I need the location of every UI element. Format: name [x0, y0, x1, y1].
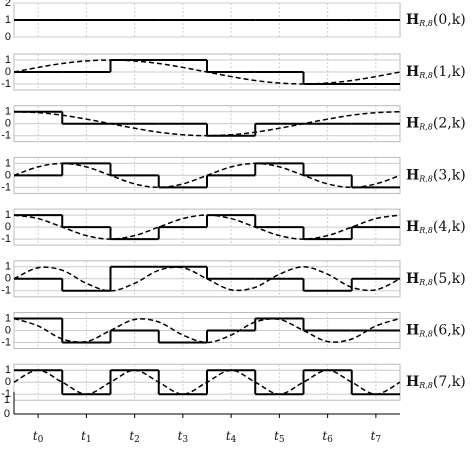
curve [13, 266, 401, 292]
y-tick-label: 1 [5, 364, 11, 376]
y-tick-label: 0 [5, 66, 11, 78]
x-tick-label: t1 [81, 429, 92, 445]
panel-label: HR,8(4,k) [406, 219, 466, 235]
y-tick-label: 1 [5, 157, 11, 169]
curve [13, 317, 401, 344]
panel-label: HR,8(1,k) [406, 64, 466, 80]
y-tick-label: 0 [5, 273, 11, 285]
y-tick-label: 0 [5, 376, 11, 388]
y-tick-label: 1 [5, 14, 11, 26]
y-tick-label: 1 [5, 54, 11, 66]
y-tick-label: -1 [1, 388, 11, 400]
x-tick-label: t5 [274, 429, 285, 445]
panel-label: HR,8(3,k) [406, 167, 466, 183]
curve [13, 369, 401, 395]
panel-label: HR,8(2,k) [406, 116, 466, 132]
x-tick-label: t0 [33, 429, 44, 445]
y-tick-label: -1 [1, 78, 11, 90]
y-tick-label: 1 [5, 209, 11, 221]
panel-label: HR,8(6,k) [406, 323, 466, 339]
curve [13, 162, 401, 189]
y-tick-label: -1 [1, 336, 11, 348]
y-tick-label: 0 [5, 221, 11, 233]
y-tick-label: 0 [5, 169, 11, 181]
panel-label: HR,8(7,k) [406, 374, 466, 390]
curve [13, 59, 401, 85]
y-tick-label: 1 [5, 106, 11, 118]
panel-label: HR,8(0,k) [406, 12, 466, 28]
y-tick-label: 1 [5, 312, 11, 324]
x-tick-label: t3 [178, 429, 189, 445]
y-tick-label: 2 [5, 0, 11, 9]
x-tick-label: t2 [129, 429, 140, 445]
x-tick-label: t6 [322, 429, 333, 445]
curve [13, 110, 401, 137]
y-tick-label: 1 [5, 261, 11, 273]
y-tick-label: -1 [1, 233, 11, 245]
y-tick-label: -1 [1, 130, 11, 142]
y-tick-label: 0 [5, 324, 11, 336]
curve [13, 214, 401, 240]
x-tick-label: t4 [226, 429, 237, 445]
panel-label: HR,8(5,k) [406, 271, 466, 287]
y-tick-label: 0 [4, 408, 10, 420]
y-tick-label: 1 [4, 394, 10, 406]
y-tick-label: 0 [5, 118, 11, 130]
x-tick-label: t7 [371, 429, 382, 445]
y-tick-label: 0 [5, 31, 11, 43]
y-tick-label: -1 [1, 285, 11, 297]
y-tick-label: -1 [1, 181, 11, 193]
